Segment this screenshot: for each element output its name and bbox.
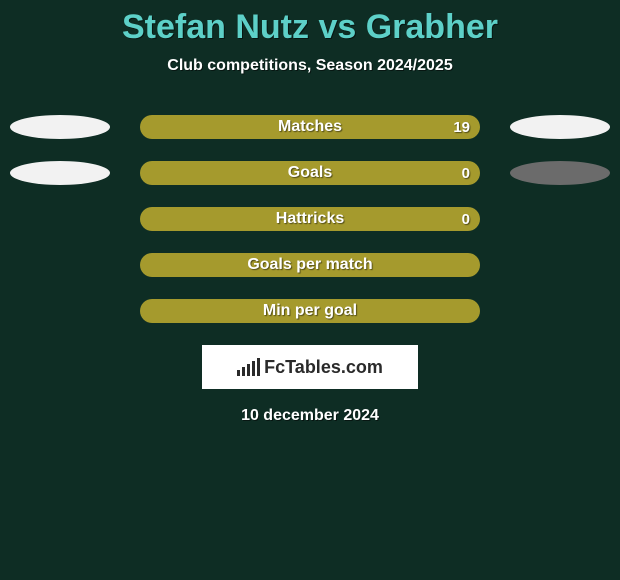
stat-row: Hattricks 0: [0, 207, 620, 231]
stat-row: Goals 0: [0, 161, 620, 185]
stat-bar: Goals per match: [140, 253, 480, 277]
bars-icon: [237, 358, 260, 376]
date-text: 10 december 2024: [241, 407, 379, 425]
stat-label: Goals per match: [247, 256, 372, 274]
stat-rows: Matches 19 Goals 0 Hattricks 0 Goals per match…: [0, 115, 620, 323]
comparison-infographic: Stefan Nutz vs Grabher Club competitions…: [0, 0, 620, 580]
page-subtitle: Club competitions, Season 2024/2025: [167, 57, 452, 75]
stat-bar: Matches 19: [140, 115, 480, 139]
stat-bar: Hattricks 0: [140, 207, 480, 231]
brand-text: FcTables.com: [264, 357, 383, 378]
stat-bar: Goals 0: [140, 161, 480, 185]
stat-value: 19: [453, 119, 470, 136]
left-pill: [10, 115, 110, 139]
right-pill: [510, 115, 610, 139]
stat-label: Min per goal: [263, 302, 357, 320]
stat-label: Goals: [288, 164, 332, 182]
left-pill: [10, 161, 110, 185]
stat-value: 0: [462, 211, 470, 228]
stat-label: Hattricks: [276, 210, 344, 228]
stat-label: Matches: [278, 118, 342, 136]
stat-bar: Min per goal: [140, 299, 480, 323]
right-pill: [510, 161, 610, 185]
brand-box: FcTables.com: [202, 345, 418, 389]
stat-value: 0: [462, 165, 470, 182]
stat-row: Goals per match: [0, 253, 620, 277]
stat-row: Matches 19: [0, 115, 620, 139]
page-title: Stefan Nutz vs Grabher: [122, 8, 498, 47]
stat-row: Min per goal: [0, 299, 620, 323]
